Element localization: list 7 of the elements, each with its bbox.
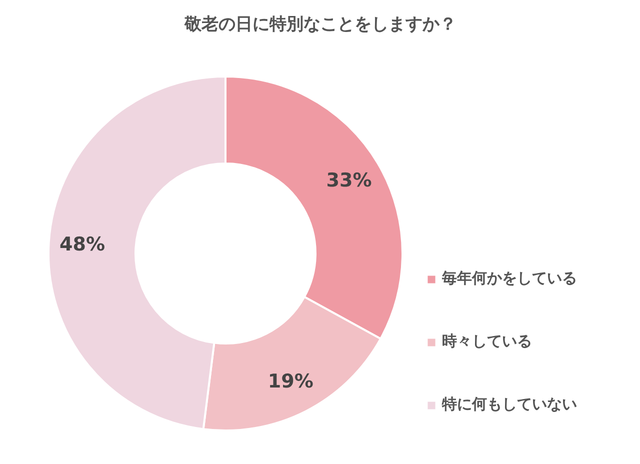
legend-label: 特に何もしていない xyxy=(442,395,577,414)
legend-label: 時々している xyxy=(442,332,532,351)
data-label: 48% xyxy=(60,233,106,256)
data-label: 19% xyxy=(268,370,314,392)
data-label: 33% xyxy=(326,169,372,192)
chart-title: 敬老の日に特別なことをしますか？ xyxy=(184,14,456,34)
legend-label: 毎年何かをしている xyxy=(442,269,577,288)
